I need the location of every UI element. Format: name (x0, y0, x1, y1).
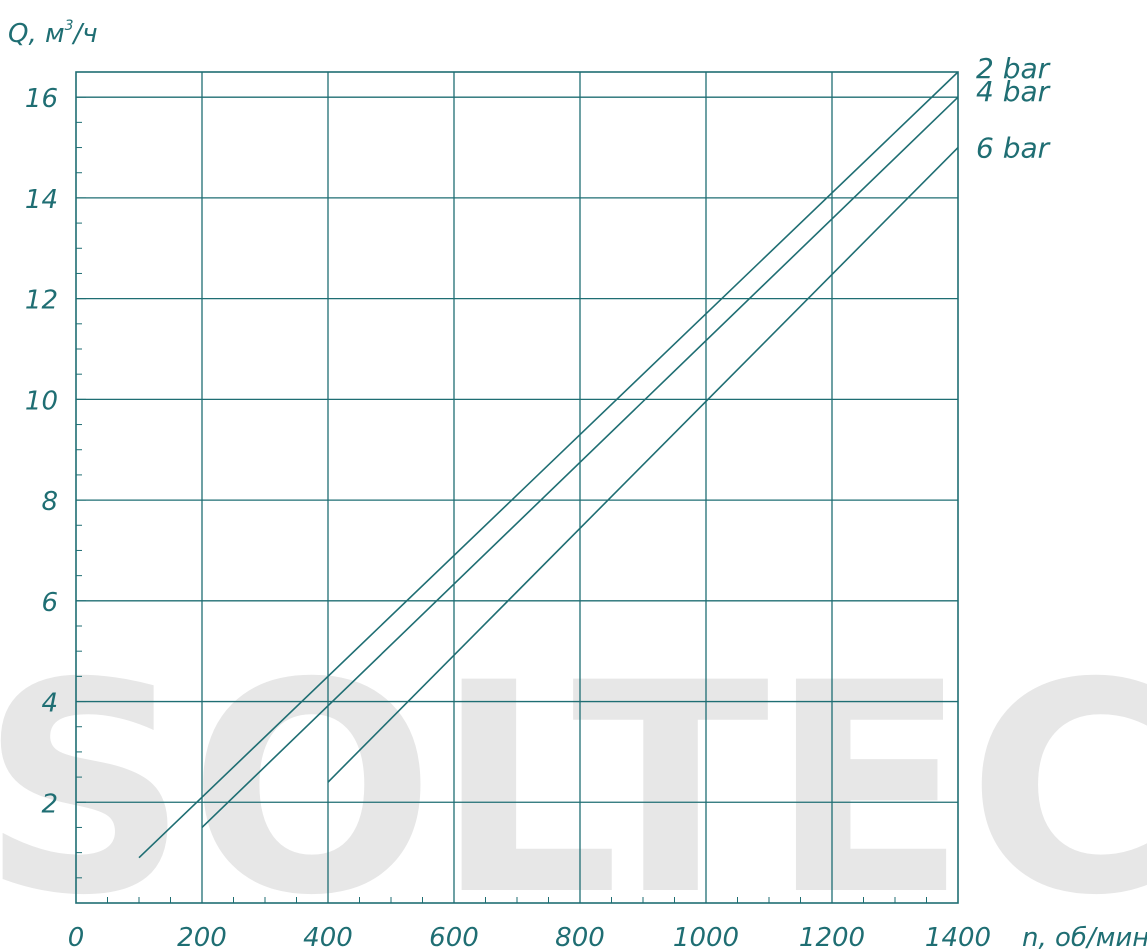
y-tick-label: 2 (41, 789, 58, 819)
y-tick-label: 4 (41, 689, 58, 719)
series-line-3 (327, 146, 959, 783)
series-label-3: 6 bar (976, 132, 1051, 165)
y-tick-label: 14 (25, 185, 58, 215)
x-tick-label: 600 (429, 923, 479, 952)
x-tick-label: 1400 (925, 923, 991, 952)
x-tick-label: 1000 (673, 923, 739, 952)
series-line-1 (138, 71, 959, 859)
y-tick-labels: 2 4 6 8 10 12 14 16 (25, 84, 58, 819)
series-label-2: 4 bar (976, 75, 1051, 108)
grid (76, 72, 958, 903)
x-axis-title: n, об/мин (1022, 923, 1147, 952)
plot-frame (75, 71, 959, 904)
y-tick-label: 16 (25, 84, 58, 114)
series-group (138, 71, 959, 859)
y-axis-title: Q, м3/ч (8, 18, 98, 49)
x-tick-label: 200 (177, 923, 227, 952)
x-tick-label: 400 (303, 923, 353, 952)
series-label-1: 2 bar (976, 52, 1051, 85)
x-tick-label: 0 (68, 923, 85, 952)
y-tick-label: 6 (41, 588, 58, 618)
x-tick-label: 800 (555, 923, 605, 952)
x-tick-labels: 0 200 400 600 800 1000 1200 1400 (68, 923, 991, 952)
y-tick-label: 10 (25, 386, 58, 416)
y-tick-label: 8 (41, 487, 58, 517)
x-tick-label: 1200 (799, 923, 865, 952)
y-tick-label: 12 (25, 286, 58, 316)
watermark: SOLTEC (0, 622, 1147, 952)
series-line-2 (201, 96, 959, 829)
